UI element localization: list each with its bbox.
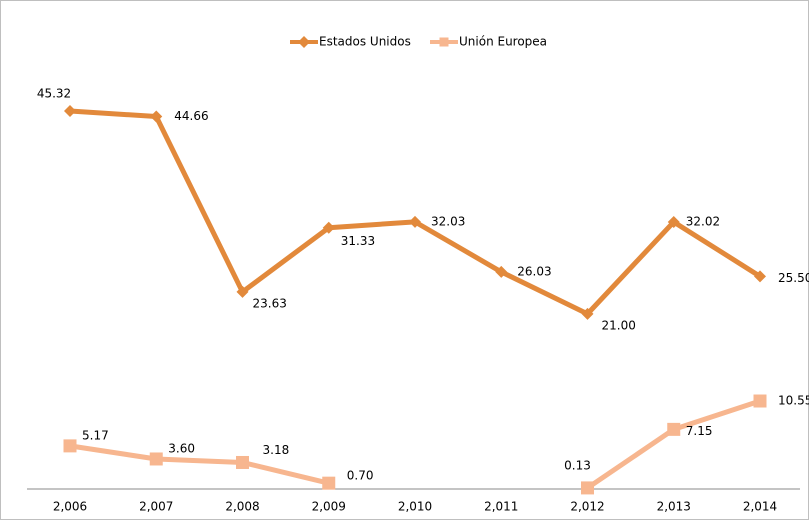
marker — [322, 221, 335, 234]
data-label: 45.32 — [37, 87, 71, 101]
legend-marker — [439, 37, 449, 47]
x-tick-label: 2,012 — [570, 500, 604, 514]
x-tick-label: 2,009 — [312, 500, 346, 514]
marker — [754, 270, 766, 283]
data-label: 31.33 — [341, 234, 375, 248]
x-tick-label: 2,011 — [484, 500, 518, 514]
marker — [667, 215, 680, 228]
marker — [495, 265, 508, 278]
data-label: 5.17 — [82, 428, 109, 442]
marker — [667, 422, 681, 436]
data-label: 7.15 — [686, 424, 713, 438]
data-label: 23.63 — [253, 296, 287, 310]
marker — [753, 394, 767, 408]
x-tick-label: 2,013 — [657, 500, 691, 514]
marker — [150, 110, 163, 123]
data-label: 3.60 — [168, 441, 195, 455]
marker — [581, 307, 594, 320]
marker — [409, 215, 421, 228]
legend-marker — [298, 36, 310, 48]
data-label: 0.70 — [347, 469, 374, 483]
data-label: 21.00 — [602, 318, 636, 332]
x-tick-label: 2,007 — [139, 500, 173, 514]
marker — [236, 455, 249, 469]
data-label: 3.18 — [263, 443, 290, 457]
x-tick-label: 2,006 — [53, 500, 87, 514]
data-label: 10.55 — [778, 394, 809, 408]
legend-label: Unión Europea — [459, 35, 547, 49]
marker — [64, 105, 76, 118]
data-label: 44.66 — [174, 109, 208, 123]
data-label: 32.02 — [686, 214, 720, 228]
x-tick-label: 2,014 — [743, 500, 777, 514]
data-label: 32.03 — [431, 214, 465, 228]
marker — [236, 285, 249, 298]
marker — [322, 476, 336, 490]
data-label: 25.50 — [778, 271, 809, 285]
x-tick-label: 2,008 — [225, 500, 259, 514]
marker — [581, 481, 594, 495]
data-label: 0.13 — [564, 458, 591, 472]
marker — [149, 452, 163, 466]
data-label: 26.03 — [517, 264, 551, 278]
legend-label: Estados Unidos — [319, 35, 411, 49]
marker — [63, 439, 77, 453]
x-tick-label: 2,010 — [398, 500, 432, 514]
